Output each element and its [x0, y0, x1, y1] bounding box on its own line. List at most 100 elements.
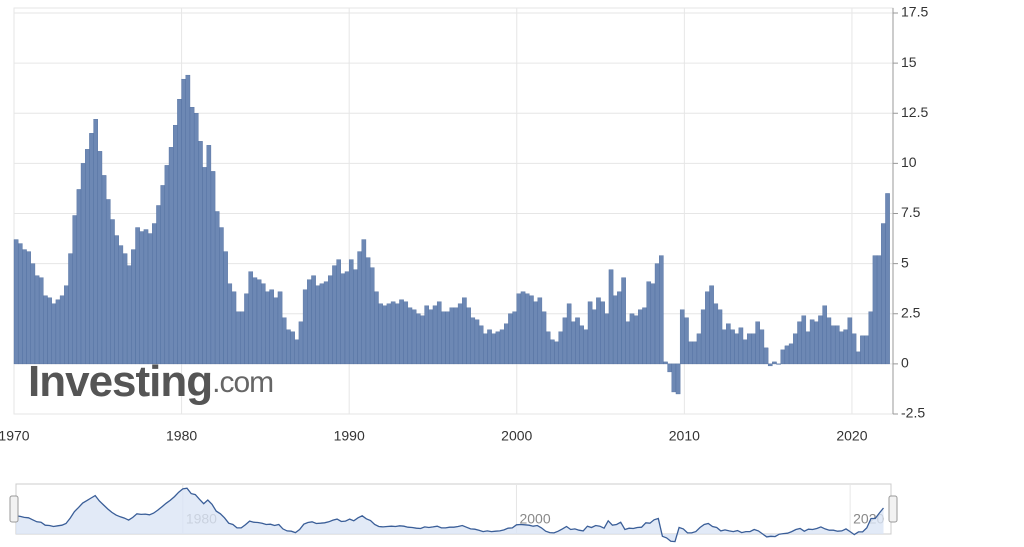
bar: [101, 175, 107, 365]
bar: [730, 329, 735, 365]
bar: [323, 281, 329, 365]
bar: [642, 307, 647, 365]
bar: [696, 333, 702, 365]
y-tick-label: 12.5: [901, 104, 928, 120]
bar: [93, 119, 98, 365]
bar: [650, 283, 656, 365]
bar: [256, 279, 262, 365]
bar: [617, 291, 622, 365]
bar: [231, 291, 237, 365]
bar: [868, 311, 874, 365]
bar: [348, 259, 354, 365]
bar: [717, 309, 723, 365]
bar: [579, 325, 584, 365]
bar: [793, 333, 798, 365]
bar: [227, 283, 233, 365]
bar: [633, 315, 639, 365]
bar: [181, 78, 186, 365]
bar: [135, 227, 140, 365]
bar: [286, 329, 291, 365]
bar: [206, 145, 212, 365]
bar: [575, 317, 580, 365]
navigator-handle[interactable]: [888, 495, 898, 523]
x-tick-label: 2020: [836, 428, 867, 444]
bar: [76, 189, 82, 365]
watermark-brand: Investing: [28, 357, 212, 406]
bar: [788, 343, 794, 365]
bar: [860, 335, 865, 365]
bar: [17, 243, 23, 365]
bar: [776, 363, 781, 365]
bar: [51, 303, 57, 365]
bar: [38, 277, 44, 365]
bar: [407, 307, 413, 365]
bar: [118, 245, 124, 365]
bar: [420, 315, 425, 365]
bar: [30, 263, 36, 365]
bar: [416, 313, 421, 365]
bar: [763, 347, 769, 365]
bar: [855, 351, 861, 365]
bar: [679, 309, 685, 365]
bar: [332, 265, 337, 365]
bar: [294, 339, 300, 365]
bar: [85, 149, 90, 365]
bar: [767, 363, 773, 367]
bar: [399, 299, 404, 365]
bar: [290, 331, 295, 365]
bar: [411, 309, 417, 365]
bar: [428, 309, 434, 365]
bar: [503, 323, 509, 365]
bar: [675, 363, 681, 395]
bar: [369, 267, 375, 365]
bar: [89, 133, 94, 365]
bar: [269, 289, 274, 365]
bar: [839, 331, 844, 365]
bar: [801, 315, 807, 365]
bar: [445, 311, 450, 365]
bar: [558, 331, 564, 365]
bar: [746, 333, 752, 365]
bar: [843, 329, 848, 365]
bar: [311, 275, 316, 365]
bar: [110, 219, 115, 365]
bar: [449, 307, 455, 365]
bar: [671, 363, 677, 393]
bar: [277, 291, 283, 365]
bar: [805, 331, 811, 365]
bar: [734, 333, 740, 365]
bar: [726, 323, 731, 365]
bar: [487, 329, 492, 365]
bar: [684, 317, 689, 365]
bar: [830, 325, 836, 365]
bar: [198, 141, 203, 365]
bar: [591, 309, 597, 365]
bar: [240, 311, 245, 365]
bar: [470, 317, 476, 365]
bar: [483, 333, 488, 365]
bar: [97, 151, 103, 365]
bars: [13, 74, 890, 395]
bar: [365, 257, 371, 365]
bar: [307, 279, 312, 365]
bar: [759, 329, 765, 365]
bar: [336, 259, 341, 365]
bar: [139, 231, 145, 365]
bar: [692, 341, 698, 365]
bar: [600, 301, 605, 365]
bar: [386, 303, 392, 365]
bar: [466, 307, 471, 365]
bar: [533, 301, 538, 365]
bar: [265, 291, 270, 365]
bar: [834, 325, 840, 365]
watermark-suffix: .com: [212, 366, 273, 399]
bar: [248, 271, 254, 365]
bar: [160, 185, 166, 365]
bar: [587, 301, 593, 365]
bar: [881, 223, 886, 365]
bar: [260, 283, 266, 365]
navigator-handle[interactable]: [9, 495, 19, 523]
bar: [156, 205, 161, 365]
bar: [436, 301, 442, 365]
bar: [281, 317, 287, 365]
